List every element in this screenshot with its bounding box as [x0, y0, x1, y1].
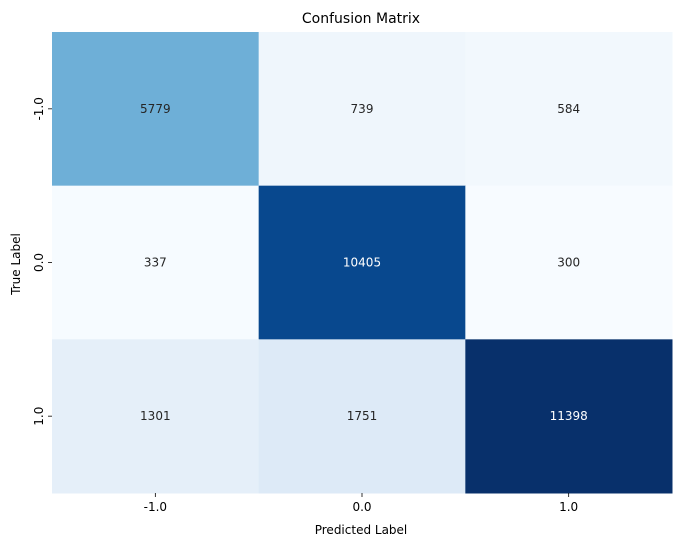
heatmap-cell-r2-c0: [52, 339, 260, 494]
cell-value-label-r1-c0: 337: [144, 256, 167, 270]
heatmap-cell-r0-c0: [52, 32, 260, 187]
heatmap-cell-r1-c1: [258, 185, 466, 340]
cell-value-label-r0-c1: 739: [351, 102, 374, 116]
x-axis-label: Predicted Label: [315, 523, 408, 537]
cell-value-label-r2-c0: 1301: [140, 409, 171, 423]
heatmap-cell-r2-c2: [465, 339, 673, 494]
heatmap-cell-r1-c2: [465, 185, 673, 340]
y-tick-label-2: 1.0: [32, 407, 46, 426]
cell-value-label-r0-c2: 584: [557, 102, 580, 116]
y-axis-label: True Label: [9, 233, 23, 296]
x-tick-label-0: -1.0: [144, 500, 167, 514]
chart-title: Confusion Matrix: [302, 11, 420, 27]
cell-value-label-r1-c2: 300: [557, 256, 580, 270]
x-tick-label-2: 1.0: [559, 500, 578, 514]
y-tick-label-1: 0.0: [32, 253, 46, 272]
heatmap-cell-r2-c1: [258, 339, 466, 494]
cell-value-label-r0-c0: 5779: [140, 102, 171, 116]
cell-value-label-r2-c2: 11398: [550, 409, 588, 423]
heatmap-cell-r0-c1: [258, 32, 466, 187]
heatmap-cell-r1-c0: [52, 185, 260, 340]
cell-value-label-r2-c1: 1751: [347, 409, 378, 423]
heatmap-cell-r0-c2: [465, 32, 673, 187]
y-tick-label-0: -1.0: [32, 97, 46, 120]
cell-value-label-r1-c1: 10405: [343, 256, 381, 270]
x-tick-label-1: 0.0: [352, 500, 371, 514]
